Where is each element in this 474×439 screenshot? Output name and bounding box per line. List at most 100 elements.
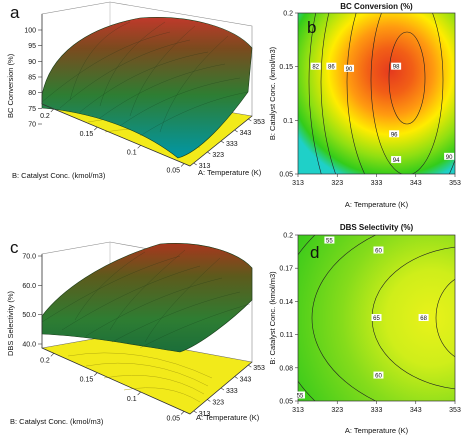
x-tick-label: 343 bbox=[410, 180, 422, 187]
contour-label-box bbox=[326, 62, 337, 70]
y-tick-label: 0.1 bbox=[283, 118, 293, 125]
y-tick-label: 353 bbox=[253, 365, 265, 372]
x-tick-label: 333 bbox=[371, 407, 383, 414]
contour-label-box bbox=[310, 62, 321, 70]
tick-mark bbox=[248, 118, 252, 122]
z-tick-label: 95 bbox=[28, 43, 36, 50]
panel-letter: d bbox=[310, 243, 319, 262]
x-tick-label: 323 bbox=[331, 180, 343, 187]
tick-mark bbox=[50, 353, 55, 357]
y-tick-label: 333 bbox=[226, 141, 238, 148]
y-tick-label: 0.05 bbox=[279, 172, 293, 179]
y-tick-label: 323 bbox=[212, 152, 224, 159]
y-tick-label: 333 bbox=[226, 388, 238, 395]
x-tick-label: 323 bbox=[331, 407, 343, 414]
x-tick-label: 0.15 bbox=[80, 377, 94, 384]
x-axis-title: A: Temperature (K) bbox=[345, 426, 409, 435]
contour-label: 65 bbox=[373, 316, 380, 322]
contour-label: 60 bbox=[375, 248, 382, 254]
y-tick-label: 0.11 bbox=[280, 332, 293, 339]
contour-label-box bbox=[344, 64, 355, 72]
z-tick-labels: 40.0 50.0 60.0 70.0 bbox=[22, 254, 42, 349]
z-tick-labels: 70 75 80 85 90 95 100 bbox=[24, 28, 42, 129]
y-tick-label: 0.15 bbox=[279, 64, 293, 71]
panel-d: 55 60 65 68 60 55 313 323 333 343 353 0.05 0.08 0.1… bbox=[268, 223, 461, 435]
z-tick-label: 70 bbox=[28, 122, 36, 129]
y-tick-label: 343 bbox=[240, 130, 252, 137]
y-tick-label: 0.05 bbox=[279, 399, 293, 406]
contour-label: 60 bbox=[375, 374, 382, 380]
tick-mark bbox=[234, 376, 238, 379]
y-tick-label: 0.08 bbox=[279, 365, 293, 372]
tick-mark bbox=[220, 387, 225, 391]
contour-label: 94 bbox=[393, 158, 400, 164]
panel-letter: c bbox=[10, 238, 19, 257]
contour-label-box bbox=[371, 314, 382, 321]
y-tick-label: 0.17 bbox=[279, 266, 293, 273]
z-tick-label: 90 bbox=[28, 59, 36, 66]
contour-label: 82 bbox=[312, 65, 319, 71]
contour-label: 55 bbox=[326, 239, 333, 245]
x-tick-label: 313 bbox=[292, 407, 304, 414]
y-axis-title: B: Catalyst Conc. (kmol/m3) bbox=[268, 271, 277, 365]
tick-mark bbox=[193, 162, 197, 166]
x-tick-labels: 0.2 0.15 0.1 0.05 bbox=[40, 353, 185, 422]
z-axis-title: DBS Selectivity (%) bbox=[6, 290, 15, 356]
y-axis-title: A: Temperature (K) bbox=[198, 168, 262, 177]
contour-label-box bbox=[418, 314, 429, 321]
contour-label: 86 bbox=[328, 65, 335, 71]
x-tick-label: 333 bbox=[371, 180, 383, 187]
contour-label-box bbox=[373, 371, 384, 379]
x-tick-label: 0.05 bbox=[166, 168, 180, 175]
x-axis bbox=[41, 103, 191, 167]
contour-labels: 82 86 90 98 96 94 90 bbox=[310, 62, 455, 164]
floor-contours bbox=[67, 352, 213, 403]
y-tick-label: 343 bbox=[240, 377, 252, 384]
x-tick-label: 343 bbox=[410, 407, 422, 414]
response-surface bbox=[41, 243, 253, 353]
tick-mark bbox=[207, 151, 211, 155]
x-axis-title: A: Temperature (K) bbox=[345, 200, 409, 209]
contour-lines bbox=[308, 13, 455, 174]
z-tick-label: 50.0 bbox=[22, 312, 36, 319]
x-axis-title: B: Catalyst Conc. (kmol/m3) bbox=[12, 171, 106, 180]
x-tick-label: 353 bbox=[449, 180, 461, 187]
y-axis-title: B: Catalyst Conc. (kmol/m3) bbox=[268, 46, 277, 140]
x-tick-labels: 313 323 333 343 353 bbox=[292, 174, 461, 187]
y-tick-label: 0.14 bbox=[279, 299, 293, 306]
x-tick-label: 0.2 bbox=[40, 113, 50, 120]
contour-labels: 55 60 65 68 60 55 bbox=[294, 236, 429, 399]
tick-mark bbox=[180, 163, 185, 167]
y-tick-labels: 0.05 0.08 0.11 0.14 0.17 0.2 bbox=[279, 233, 298, 406]
z-tick-label: 75 bbox=[28, 106, 36, 113]
panel-c: 40.0 50.0 60.0 70.0 0.2 0.15 0.1 0.05 31332333… bbox=[6, 238, 265, 426]
contour-label-box bbox=[324, 236, 335, 244]
x-axis-title: B: Catalyst Conc. (kmol/m3) bbox=[10, 417, 104, 426]
y-tick-label: 313 bbox=[199, 411, 211, 418]
tick-mark bbox=[137, 145, 141, 149]
x-tick-labels: 313 323 333 343 353 bbox=[292, 401, 461, 414]
tick-mark bbox=[94, 372, 98, 376]
z-tick-label: 60.0 bbox=[22, 283, 36, 290]
tick-mark bbox=[193, 410, 197, 414]
contour-label-box bbox=[391, 156, 402, 164]
y-tick-label: 0.2 bbox=[283, 233, 293, 240]
tick-mark bbox=[248, 364, 252, 368]
response-surface bbox=[41, 17, 253, 159]
z-tick-label: 85 bbox=[28, 75, 36, 82]
contour-label-box bbox=[389, 130, 400, 138]
z-tick-label: 70.0 bbox=[22, 254, 36, 261]
x-tick-label: 0.1 bbox=[127, 396, 137, 403]
y-tick-labels: 0.05 0.1 0.15 0.2 bbox=[279, 11, 298, 179]
y-tick-label: 353 bbox=[253, 119, 265, 126]
x-tick-label: 0.1 bbox=[127, 149, 137, 156]
contour-label: 90 bbox=[346, 67, 353, 73]
x-tick-label: 0.15 bbox=[80, 131, 94, 138]
contour-label: 90 bbox=[446, 155, 453, 161]
contour-label: 55 bbox=[297, 393, 304, 399]
tick-mark bbox=[137, 391, 141, 396]
x-axis bbox=[41, 347, 191, 415]
tick-mark bbox=[207, 399, 211, 402]
